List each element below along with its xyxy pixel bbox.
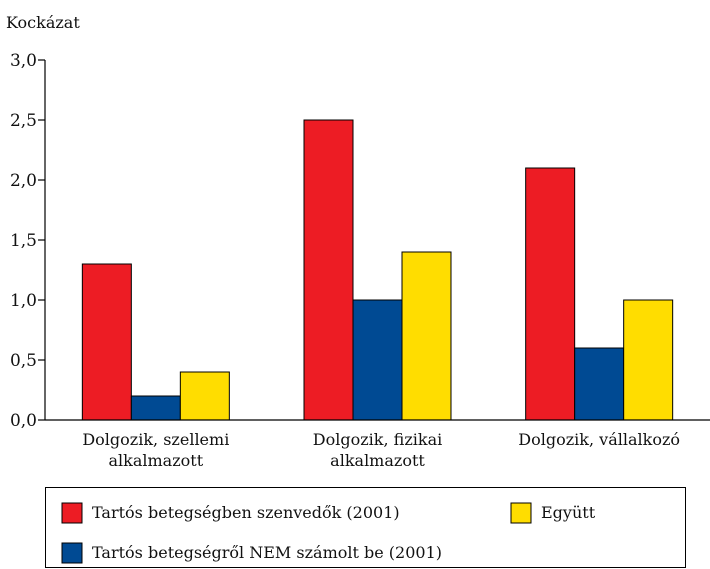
- bar: [303, 119, 354, 421]
- bar: [574, 347, 625, 421]
- legend-label: Együtt: [541, 503, 596, 522]
- y-tick-label: 3,0: [10, 51, 37, 71]
- legend-box: [45, 487, 686, 568]
- y-tick-label: 0,0: [10, 411, 37, 431]
- bar: [525, 167, 576, 421]
- bar: [130, 395, 181, 421]
- bar: [623, 299, 674, 421]
- bar: [179, 371, 230, 421]
- bar: [352, 299, 403, 421]
- y-axis-label: Kockázat: [6, 13, 80, 32]
- x-tick-label: Dolgozik, szellemi alkalmazott: [82, 430, 230, 470]
- legend-swatch: [61, 542, 83, 564]
- y-tick-label: 2,5: [10, 111, 37, 131]
- bar: [81, 263, 132, 421]
- y-tick-label: 0,5: [10, 351, 37, 371]
- legend-label: Tartós betegségről NEM számolt be (2001): [92, 543, 442, 562]
- y-tick-label: 1,0: [10, 291, 37, 311]
- y-tick-label: 2,0: [10, 171, 37, 191]
- x-tick-label: Dolgozik, fizikai alkalmazott: [312, 430, 443, 470]
- legend-swatch: [510, 502, 532, 524]
- y-tick-label: 1,5: [10, 231, 37, 251]
- x-tick-label: Dolgozik, vállalkozó: [518, 430, 681, 449]
- bar: [401, 251, 452, 421]
- legend-swatch: [61, 502, 83, 524]
- legend-label: Tartós betegségben szenvedők (2001): [92, 503, 400, 522]
